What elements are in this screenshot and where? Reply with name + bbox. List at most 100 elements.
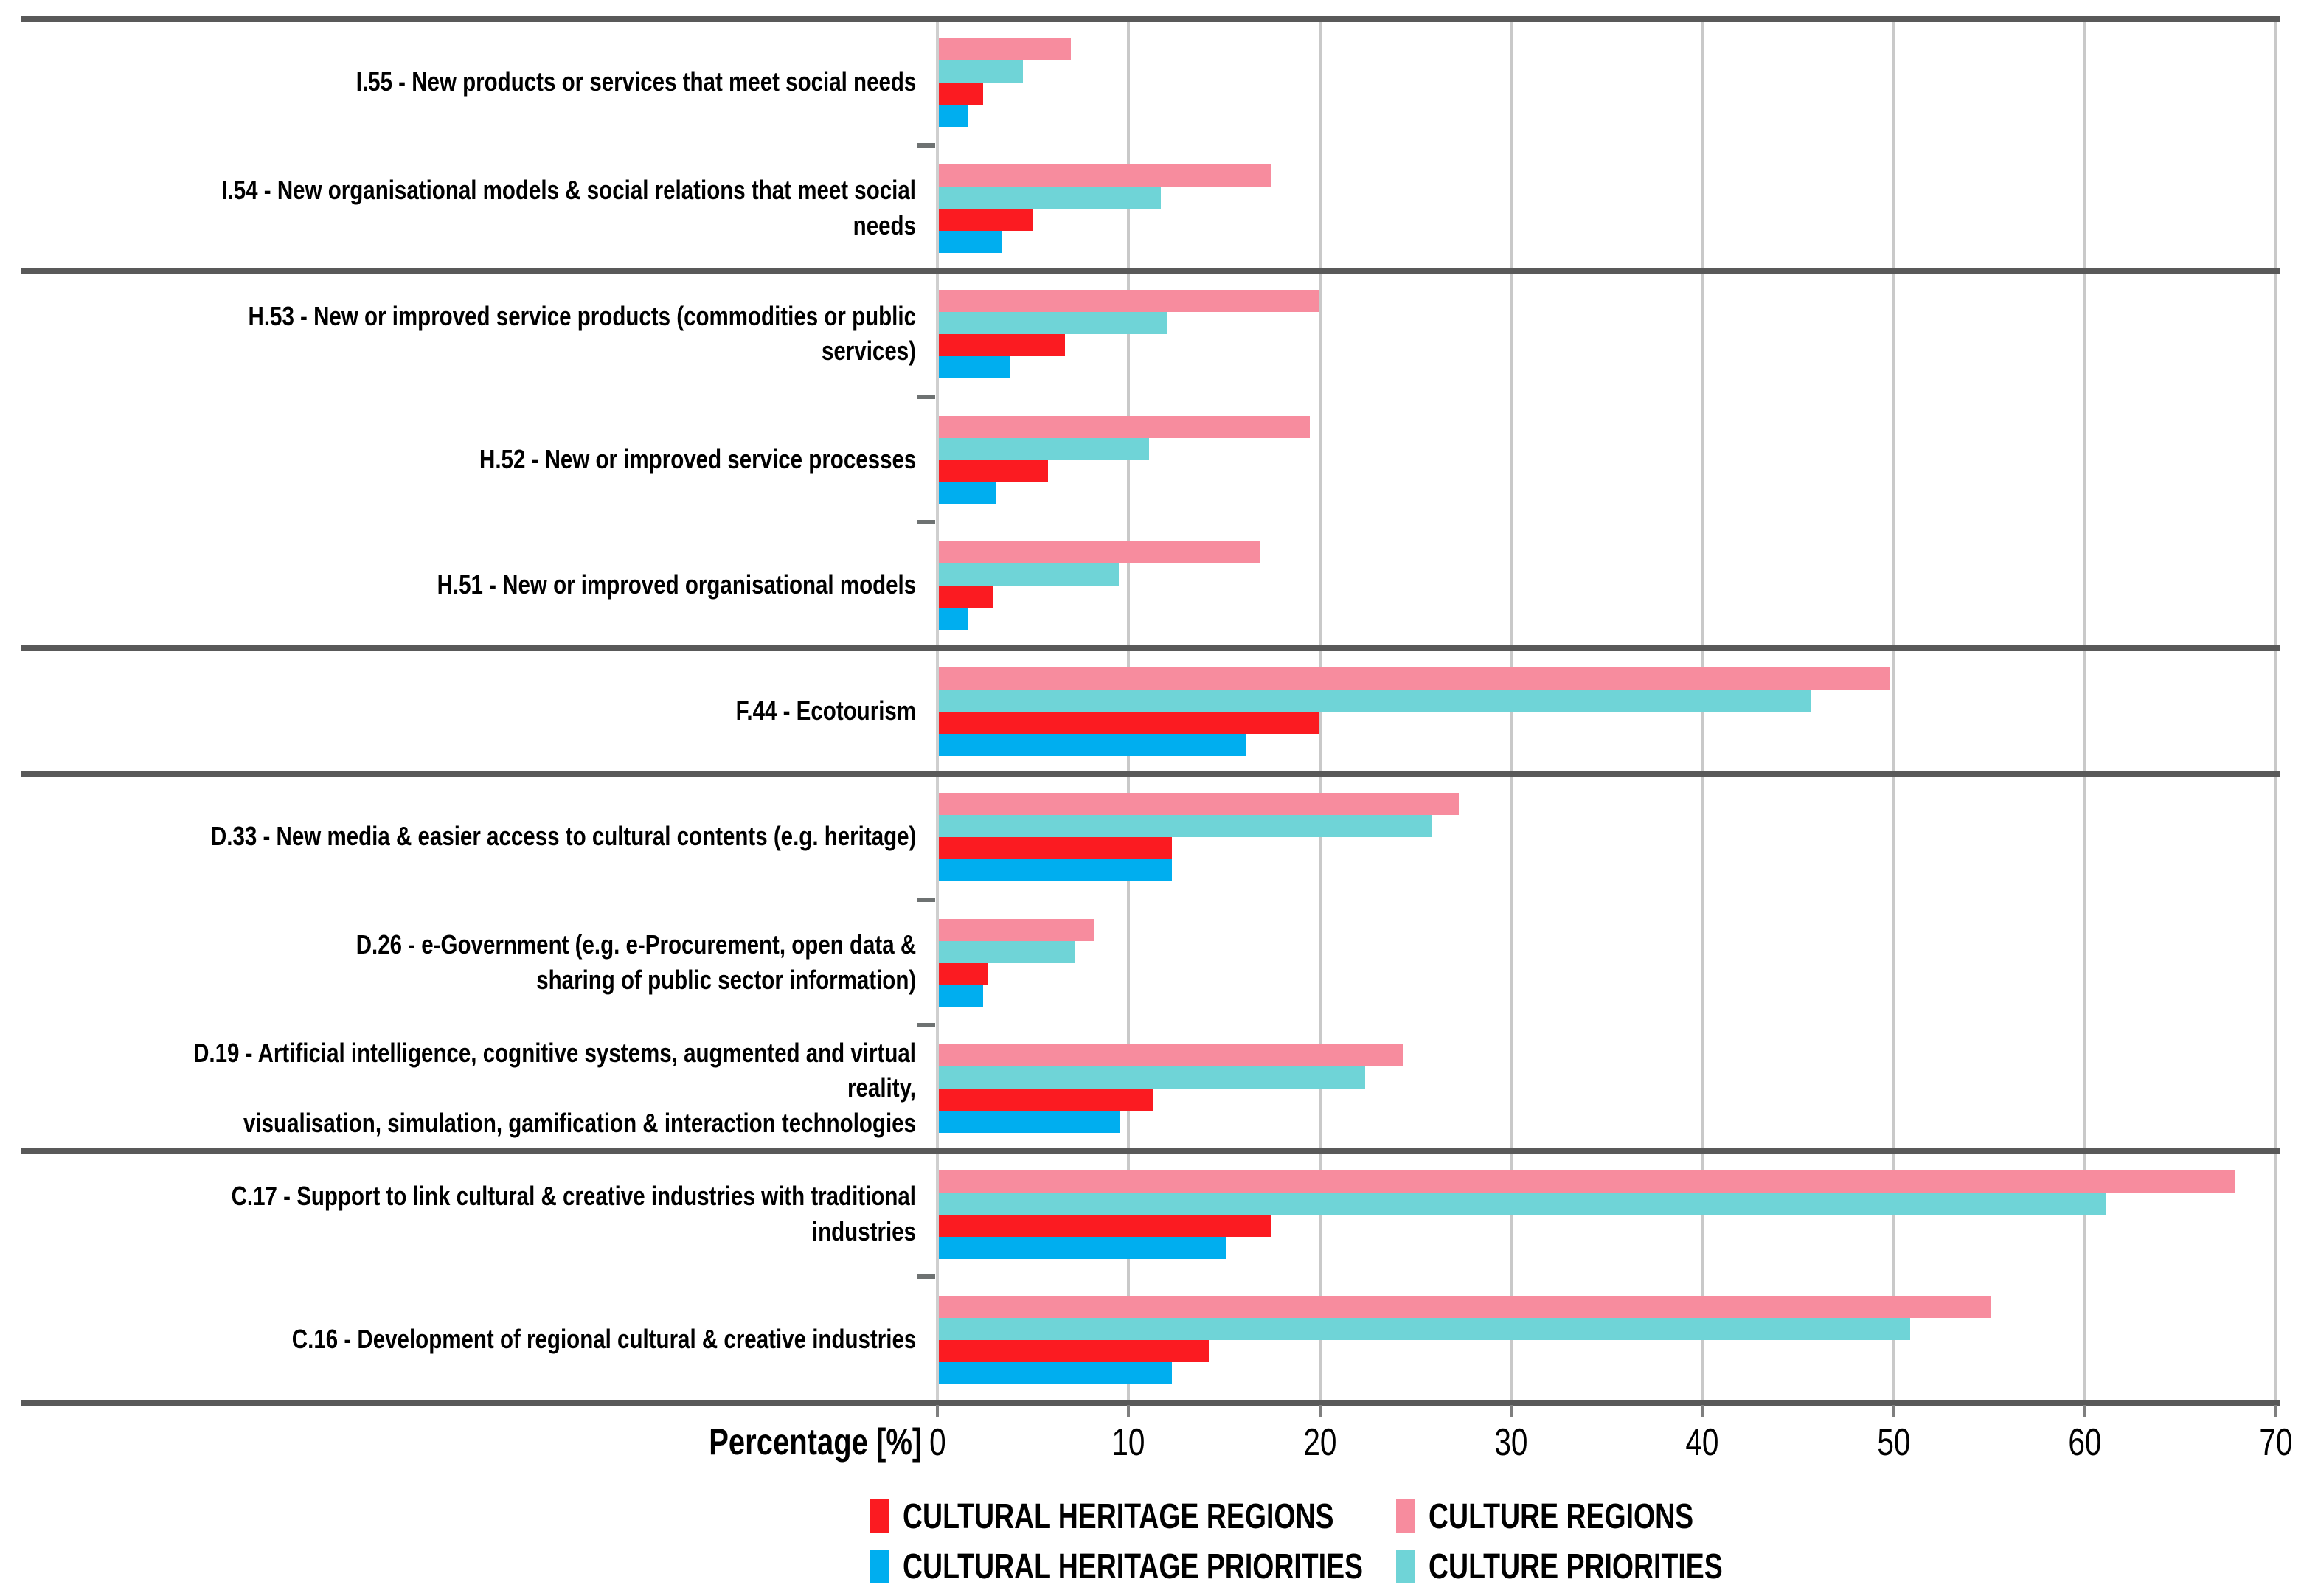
x-tick-label-text: 40 [1685, 1421, 1719, 1464]
bar-culture-priorities [939, 1192, 2106, 1215]
axis-minor-tick [917, 1023, 935, 1027]
bar-cultural-heritage-priorities [939, 1111, 1121, 1133]
x-tick-label-text: 20 [1303, 1421, 1337, 1464]
legend-label: CULTURAL HERITAGE REGIONS [903, 1496, 1334, 1536]
x-tick-label: 70 [2217, 1420, 2304, 1465]
category-label: H.52 - New or improved service processes [22, 397, 916, 523]
bar-culture-priorities [939, 186, 1161, 209]
bar-cultural-heritage-priorities [939, 1362, 1173, 1384]
bar-cultural-heritage-regions [939, 586, 993, 608]
legend-swatch [870, 1499, 889, 1533]
bar-culture-priorities [939, 815, 1432, 837]
axis-minor-tick [917, 394, 935, 399]
x-tick [1127, 1405, 1131, 1417]
bar-culture-regions [939, 667, 1890, 690]
legend-item: CULTURAL HERITAGE REGIONS [870, 1496, 1455, 1537]
bar-culture-priorities [939, 689, 1811, 712]
legend-swatch [1396, 1499, 1415, 1533]
category-label-text: I.55 - New products or services that mee… [355, 66, 916, 97]
bar-cultural-heritage-priorities [939, 1236, 1226, 1259]
bar-cultural-heritage-priorities [939, 482, 996, 504]
x-tick-label-text: 70 [2259, 1421, 2293, 1464]
category-label: D.19 - Artificial intelligence, cognitiv… [22, 1025, 916, 1151]
category-label-text: H.53 - New or improved service products … [248, 300, 917, 367]
x-axis-label-text: Percentage [%] [709, 1421, 922, 1463]
legend-item: CULTURE PRIORITIES [1396, 1546, 1805, 1587]
bar-cultural-heritage-priorities [939, 230, 1002, 253]
bar-culture-priorities [939, 1318, 1911, 1340]
bar-culture-regions [939, 793, 1460, 815]
category-label-text: D.26 - e-Government (e.g. e-Procurement,… [355, 929, 916, 995]
category-label: I.55 - New products or services that mee… [22, 19, 916, 145]
bar-cultural-heritage-regions [939, 83, 983, 105]
bar-culture-regions [939, 1170, 2235, 1193]
bar-cultural-heritage-regions [939, 1340, 1209, 1362]
bar-culture-regions [939, 918, 1094, 941]
x-tick-label-text: 50 [1876, 1421, 1910, 1464]
bar-cultural-heritage-regions [939, 334, 1066, 356]
legend-item: CULTURAL HERITAGE PRIORITIES [870, 1546, 1493, 1587]
x-tick [2274, 1405, 2277, 1417]
bar-culture-regions [939, 415, 1310, 438]
category-label-text: F.44 - Ecotourism [735, 695, 916, 726]
x-tick-label: 0 [878, 1420, 996, 1465]
bar-cultural-heritage-regions [939, 208, 1033, 231]
category-label: C.17 - Support to link cultural & creati… [22, 1151, 916, 1277]
bar-culture-priorities [939, 940, 1075, 963]
x-tick [2083, 1405, 2086, 1417]
bar-cultural-heritage-regions [939, 1214, 1272, 1237]
gridline [2274, 16, 2277, 1405]
x-tick-label: 40 [1643, 1420, 1761, 1465]
category-label: D.26 - e-Government (e.g. e-Procurement,… [22, 900, 916, 1026]
bar-culture-priorities [939, 312, 1167, 334]
bar-cultural-heritage-priorities [939, 859, 1173, 881]
bar-culture-regions [939, 1044, 1404, 1066]
x-tick-label: 60 [2026, 1420, 2144, 1465]
bar-culture-regions [939, 290, 1319, 312]
x-tick-label-text: 30 [1494, 1421, 1528, 1464]
category-label: F.44 - Ecotourism [22, 648, 916, 774]
section-separator [21, 1399, 2280, 1406]
x-tick-label: 50 [1834, 1420, 1952, 1465]
legend-label: CULTURE REGIONS [1429, 1496, 1694, 1536]
section-separator [21, 771, 2280, 777]
axis-minor-tick [917, 520, 935, 524]
bar-cultural-heritage-priorities [939, 608, 968, 630]
x-tick [1509, 1405, 1513, 1417]
category-label: D.33 - New media & easier access to cult… [22, 774, 916, 900]
section-separator [21, 1148, 2280, 1154]
x-tick [1701, 1405, 1704, 1417]
bar-culture-priorities [939, 563, 1119, 586]
x-axis-label: Percentage [%] [627, 1420, 922, 1463]
legend-label: CULTURAL HERITAGE PRIORITIES [903, 1547, 1364, 1586]
gridline [1892, 16, 1895, 1405]
bar-cultural-heritage-regions [939, 1089, 1153, 1111]
legend-swatch [870, 1550, 889, 1583]
category-label-text: D.33 - New media & easier access to cult… [210, 821, 916, 852]
bar-cultural-heritage-priorities [939, 985, 983, 1007]
category-label: H.51 - New or improved organisational mo… [22, 522, 916, 648]
bar-culture-priorities [939, 1066, 1366, 1089]
category-label-text: I.54 - New organisational models & socia… [221, 175, 916, 240]
category-label-text: D.19 - Artificial intelligence, cognitiv… [193, 1037, 916, 1138]
x-tick-label: 10 [1069, 1420, 1187, 1465]
bar-culture-regions [939, 164, 1272, 187]
legend-label: CULTURE PRIORITIES [1429, 1547, 1723, 1586]
axis-minor-tick [917, 142, 935, 148]
gridline [2083, 16, 2086, 1405]
x-tick-label-text: 60 [2068, 1421, 2102, 1464]
section-separator [21, 268, 2280, 274]
bar-cultural-heritage-priorities [939, 356, 1010, 378]
category-label: C.16 - Development of regional cultural … [22, 1277, 916, 1403]
bar-culture-priorities [939, 437, 1150, 460]
section-separator [21, 16, 2280, 22]
bar-culture-regions [939, 541, 1260, 563]
axis-minor-tick [917, 1274, 935, 1279]
bar-culture-regions [939, 1296, 1991, 1318]
bar-culture-priorities [939, 60, 1024, 83]
bar-cultural-heritage-regions [939, 837, 1173, 859]
x-tick-label-text: 10 [1111, 1421, 1145, 1464]
bar-cultural-heritage-regions [939, 711, 1319, 734]
bar-cultural-heritage-priorities [939, 733, 1247, 756]
